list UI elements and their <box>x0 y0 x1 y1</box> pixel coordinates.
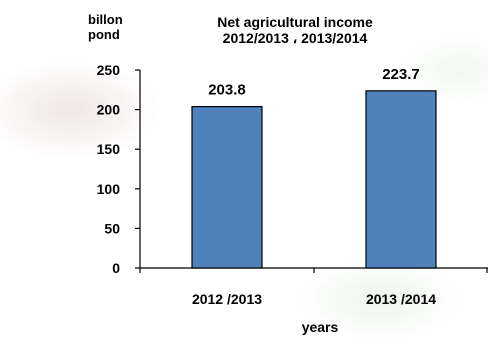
x-axis-label: years <box>301 319 339 335</box>
chart-title-block: Net agricultural income 2012/2013 ، 2013… <box>180 14 410 46</box>
y-tick-label: 0 <box>112 260 120 276</box>
x-tick-label: 2013 /2014 <box>366 291 436 307</box>
bar <box>191 105 263 269</box>
bar <box>365 90 437 269</box>
y-tick-label: 200 <box>97 102 121 118</box>
axes-group: 0 50 100 150 200 250 <box>97 62 488 276</box>
data-label: 223.7 <box>382 66 420 83</box>
y-axis-label: billon pond <box>88 12 123 42</box>
y-tick-label: 50 <box>104 220 120 236</box>
data-label: 203.8 <box>208 82 246 99</box>
x-tick-label: 2012 /2013 <box>192 291 262 307</box>
y-tick-label: 150 <box>97 141 121 157</box>
chart-subtitle: 2012/2013 ، 2013/2014 <box>222 30 368 46</box>
chart-title: Net agricultural income <box>217 14 373 30</box>
y-tick-label: 100 <box>97 181 121 197</box>
y-tick-label: 250 <box>97 62 121 78</box>
bars-group <box>191 90 437 269</box>
labels-group: 203.8 2012 /2013 223.7 2013 /2014 <box>192 66 436 307</box>
